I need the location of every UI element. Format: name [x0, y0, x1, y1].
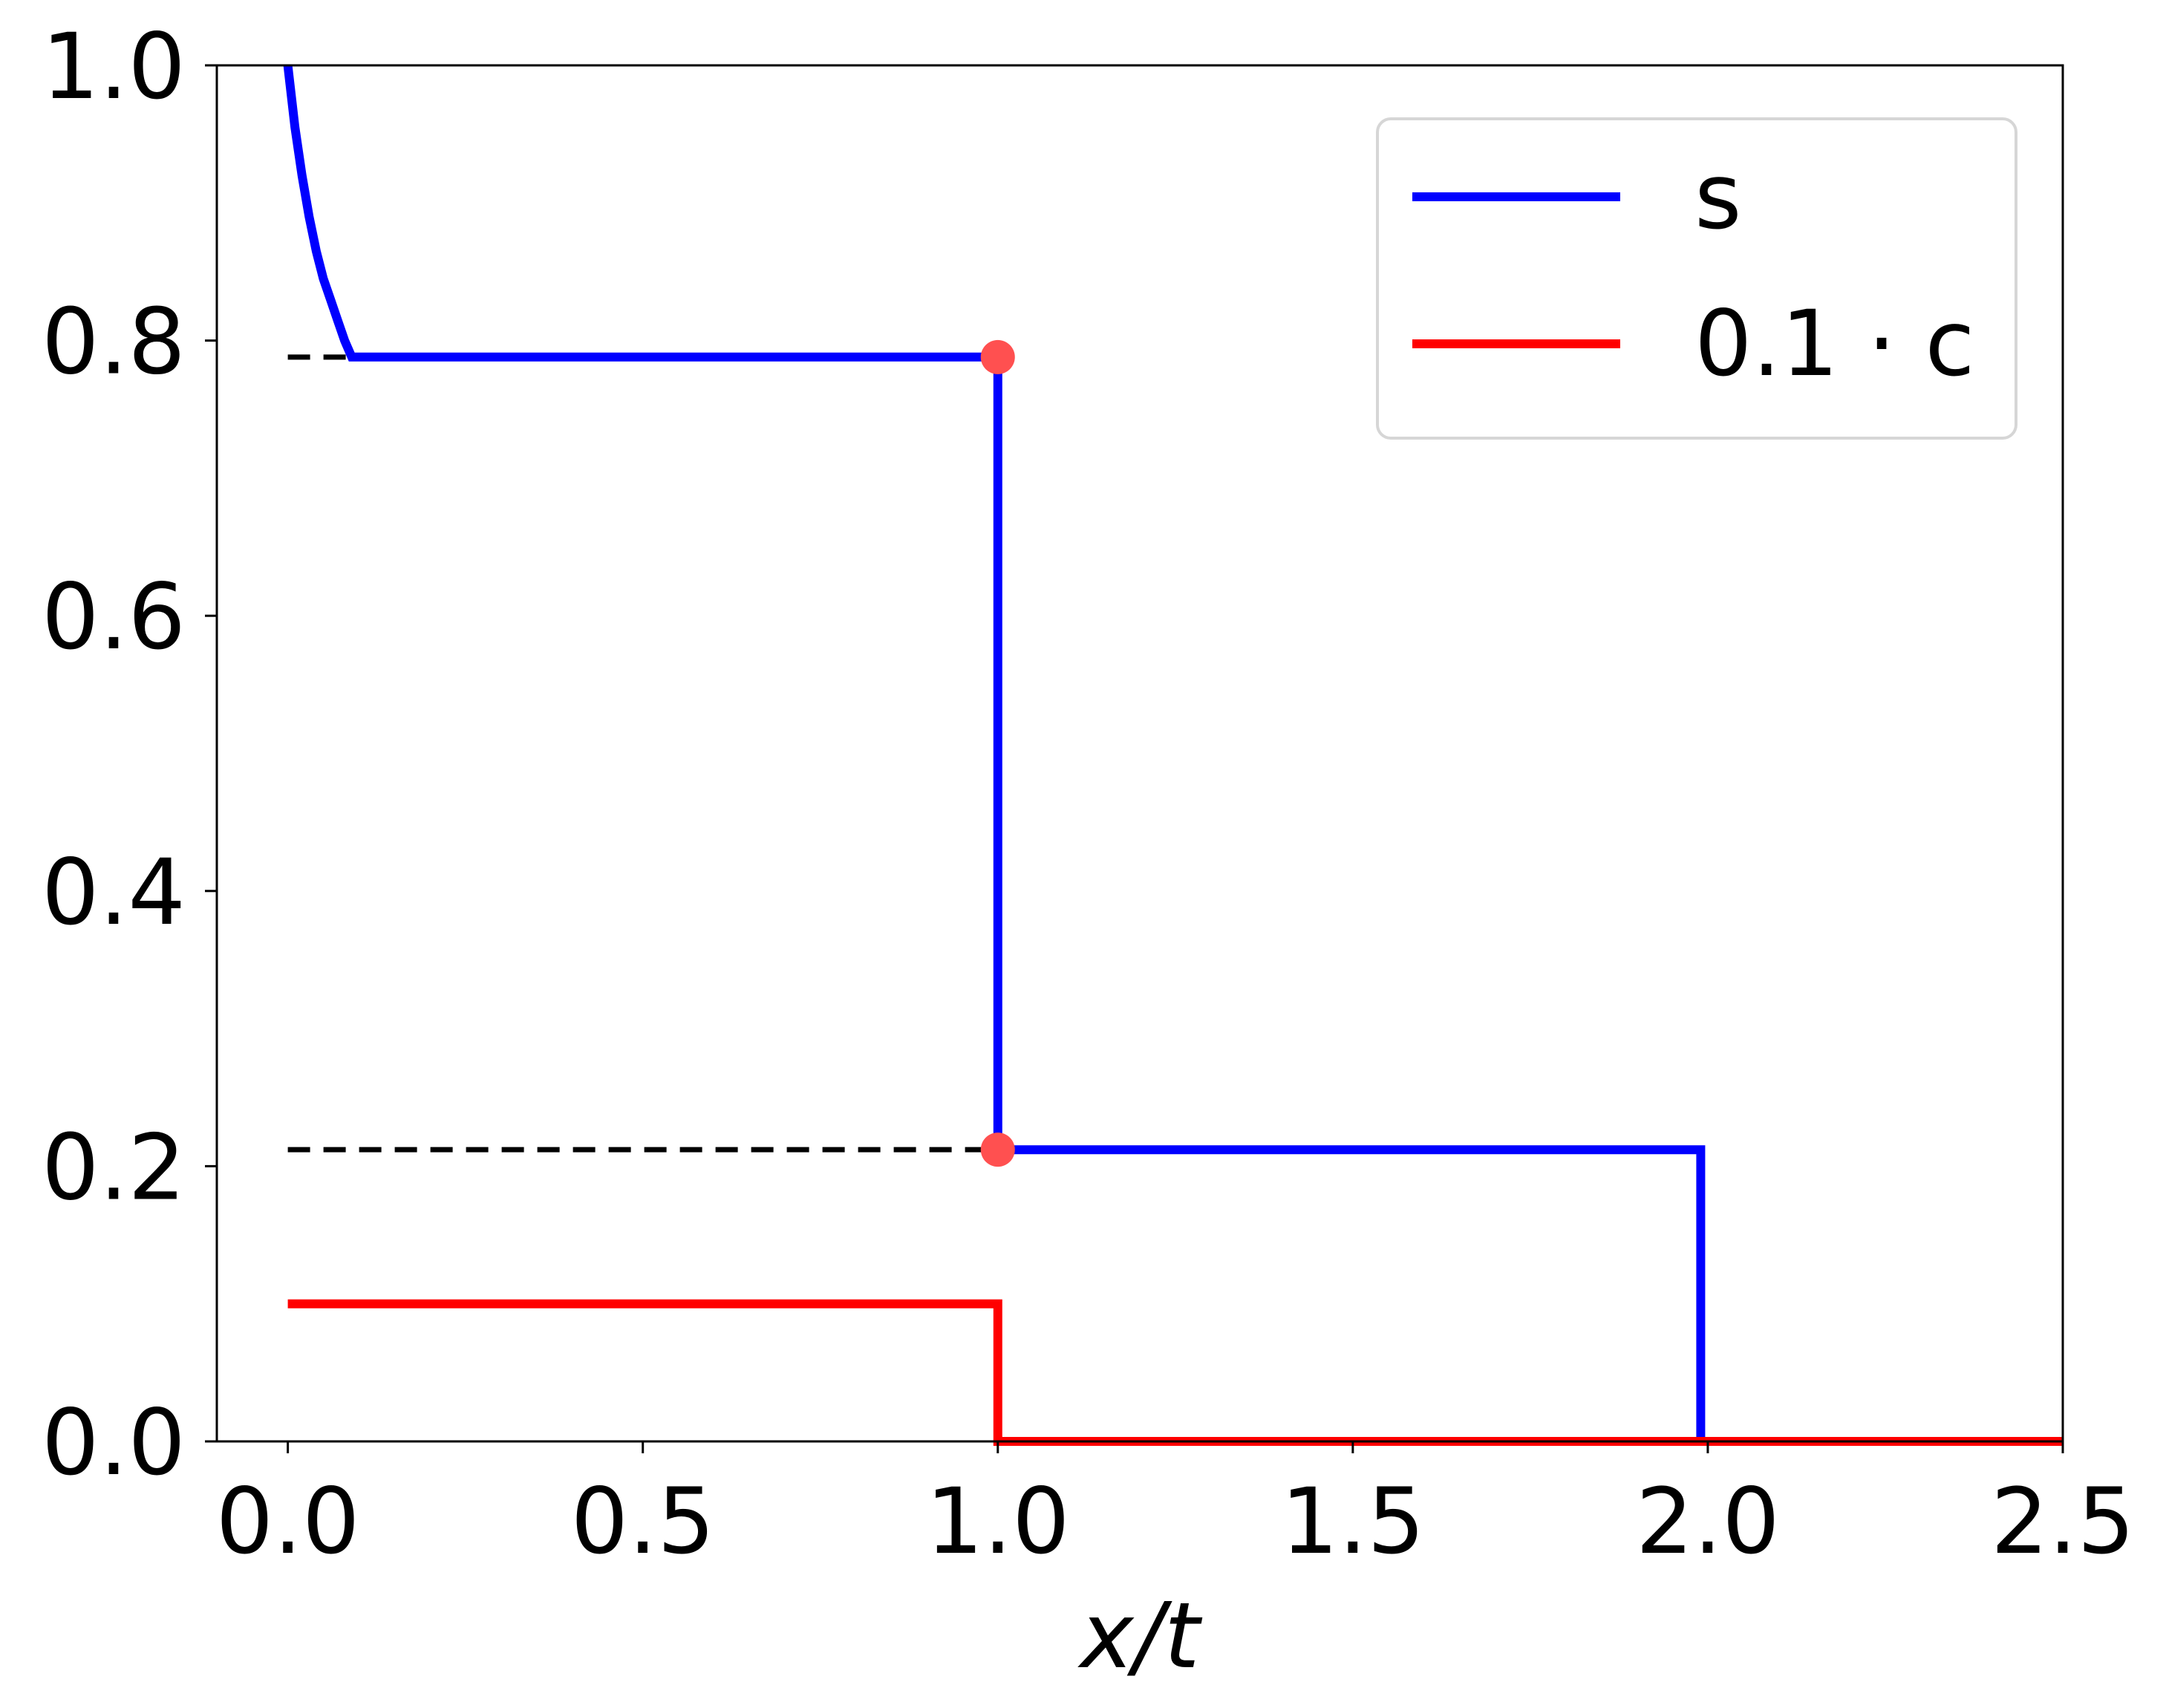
axes-frame — [215, 64, 2064, 1443]
y-tick-label: 0.4 — [42, 840, 186, 945]
y-tick-label: 0.8 — [42, 290, 186, 395]
marker-point-1 — [980, 1132, 1015, 1167]
series-line-c — [287, 1299, 2063, 1446]
series-line-s — [283, 65, 2063, 1446]
ticks: 0.0 0.5 1.0 1.5 2.0 2.5 0.0 0.2 0.4 0.6 0.8 1.0 — [42, 14, 2135, 1574]
x-tick-label: 2.5 — [1991, 1469, 2135, 1574]
x-tick-label: 0.0 — [216, 1469, 360, 1574]
y-tick-label: 0.2 — [42, 1115, 186, 1220]
y-tick-label: 0.0 — [42, 1390, 186, 1496]
legend-label-s: s — [1694, 144, 1742, 250]
y-tick-label: 0.6 — [42, 564, 186, 670]
legend: s 0.1 · c — [1376, 117, 2017, 440]
x-tick-label: 1.0 — [926, 1469, 1070, 1574]
x-tick-label: 1.5 — [1281, 1469, 1425, 1574]
marker-point-0 — [980, 339, 1015, 374]
legend-label-c: 0.1 · c — [1694, 291, 1974, 397]
y-tick-label: 1.0 — [42, 14, 186, 120]
x-axis-label: x/t — [1077, 1583, 1202, 1689]
x-tick-label: 0.5 — [571, 1469, 715, 1574]
x-tick-label: 2.0 — [1636, 1469, 1780, 1574]
